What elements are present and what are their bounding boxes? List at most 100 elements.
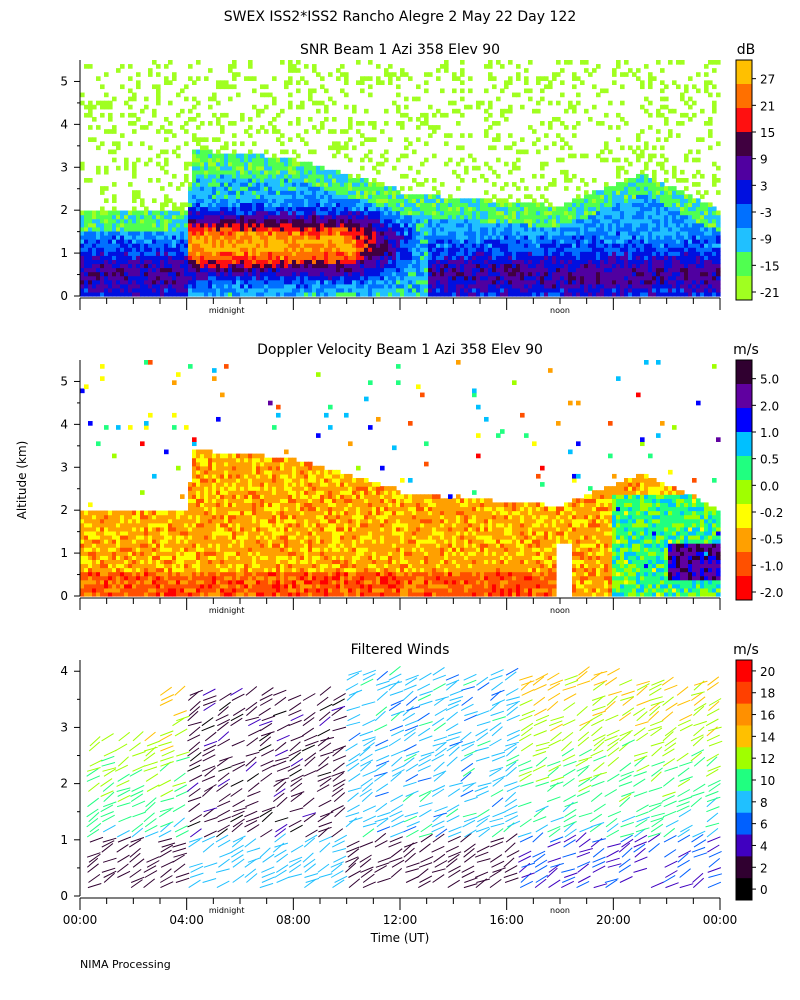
colorbar-unit: dB [737,42,756,58]
figure-title: SWEX ISS2*ISS2 Rancho Alegre 2 May 22 Da… [224,9,576,25]
x-tick-label: 20:00 [596,913,631,927]
colorbar-swatch [736,812,752,836]
colorbar-swatch [736,747,752,770]
axes-1: 0 1 2 3 4 5 midnight noon SNR Beam 1 Azi 358 Ele… [60,42,721,315]
colorbar-tick-label: -0.2 [760,506,783,520]
colorbar-tick-label: 2.0 [760,399,779,413]
axes-3: 0 1 2 3 4 midnight noon 00:00 04:00 08:00 12:00 16:… [60,642,737,927]
x-tick-label: 00:00 [63,913,98,927]
colorbar-tick-label: 18 [760,687,775,701]
marker-midnight: midnight [209,606,245,615]
colorbar-swatch [736,834,752,857]
colorbar-swatch [736,408,752,433]
x-tick-label: 16:00 [489,913,524,927]
colorbar-swatch [736,681,752,705]
colorbar-2: m/s 5.0 2.0 1.0 0.5 0.0 -0.2 -0.5 -1.0 -2.0 [733,342,783,601]
colorbar-1: dB 27 21 15 9 3 -3 -9 -15 -21 [735,42,780,301]
y-tick-label: 4 [60,417,68,431]
y-tick-label: 5 [60,374,68,388]
colorbar-swatch [736,252,752,277]
colorbar-swatch [736,132,752,157]
panels: 0 1 2 3 4 5 midnight noon SNR Beam 1 Azi 358 Ele… [60,42,783,927]
colorbar-tick-label: 15 [760,126,775,140]
axes-2: 0 1 2 3 4 5 midnight noon Doppler Velocity Beam … [60,342,721,615]
y-tick-label: 2 [60,203,68,217]
colorbar-unit: m/s [733,642,759,658]
colorbar-swatch [736,856,752,879]
colorbar-tick-label: 27 [760,73,775,87]
x-tick-label: 00:00 [703,913,738,927]
y-tick-label: 4 [60,664,68,678]
colorbar-tick-label: 3 [760,179,768,193]
colorbar-swatch [736,84,752,109]
colorbar-swatch [736,276,752,301]
colorbar-swatch [736,552,752,577]
colorbar-swatch [736,228,752,253]
marker-noon: noon [550,906,570,915]
y-tick-label: 1 [60,246,68,260]
colorbar-tick-label: 1.0 [760,426,779,440]
colorbar-swatch [736,360,752,385]
marker-midnight: midnight [209,306,245,315]
colorbar-swatch [736,504,752,529]
y-tick-label: 3 [60,460,68,474]
colorbar-swatch [736,528,752,553]
marker-noon: noon [550,306,570,315]
colorbar-swatch [736,204,752,229]
colorbar-swatch [736,769,752,792]
x-axis-label: Time (UT) [370,931,430,945]
colorbar-unit: m/s [733,342,759,358]
colorbar-tick-label: 8 [760,796,768,810]
colorbar-tick-label: 0 [760,883,768,897]
y-tick-label: 0 [60,889,68,903]
colorbar-tick-label: -9 [760,233,772,247]
colorbar-tick-label: 16 [760,709,775,723]
colorbar-tick-label: -2.0 [760,586,783,600]
colorbar-swatch [736,456,752,481]
colorbar-tick-label: 10 [760,774,775,788]
x-tick-label: 08:00 [276,913,311,927]
heatmap-cells-2 [80,360,721,597]
x-tick-label: 12:00 [383,913,418,927]
y-tick-label: 3 [60,160,68,174]
colorbar-frame [735,59,753,301]
colorbar-swatch [736,108,752,133]
colorbar-swatch [736,660,752,683]
panel-title-2: Doppler Velocity Beam 1 Azi 358 Elev 90 [257,342,543,358]
colorbar-tick-label: -0.5 [760,533,783,547]
heatmap-cells-1 [80,60,721,297]
wind-barbs [86,666,723,889]
colorbar-tick-label: -15 [760,259,780,273]
colorbar-swatch [736,878,752,901]
colorbar-tick-label: -3 [760,206,772,220]
colorbar-tick-label: 9 [760,153,768,167]
colorbar-tick-label: 21 [760,99,775,113]
y-tick-label: 4 [60,117,68,131]
colorbar-swatch [736,60,752,85]
y-tick-label: 3 [60,720,68,734]
y-tick-label: 1 [60,546,68,560]
colorbar-frame [735,359,753,601]
y-tick-label: 1 [60,833,68,847]
y-tick-label: 5 [60,74,68,88]
marker-noon: noon [550,606,570,615]
credit-label: NIMA Processing [80,958,171,971]
y-axis-label: Altitude (km) [15,441,29,520]
colorbar-tick-label: -1.0 [760,559,783,573]
colorbar-tick-label: 5.0 [760,373,779,387]
colorbar-swatch [736,703,752,726]
panel-title-3: Filtered Winds [351,642,450,658]
colorbar-swatch [736,790,752,814]
panel-title-1: SNR Beam 1 Azi 358 Elev 90 [300,42,500,58]
colorbar-swatch [736,576,752,601]
y-tick-label: 2 [60,777,68,791]
colorbar-swatch [736,432,752,457]
colorbar-swatch [736,725,752,748]
colorbar-swatch [736,384,752,409]
x-tick-label: 04:00 [169,913,204,927]
colorbar-swatch [736,156,752,181]
y-tick-label: 0 [60,589,68,603]
colorbar-tick-label: 0.0 [760,479,779,493]
marker-midnight: midnight [209,906,245,915]
